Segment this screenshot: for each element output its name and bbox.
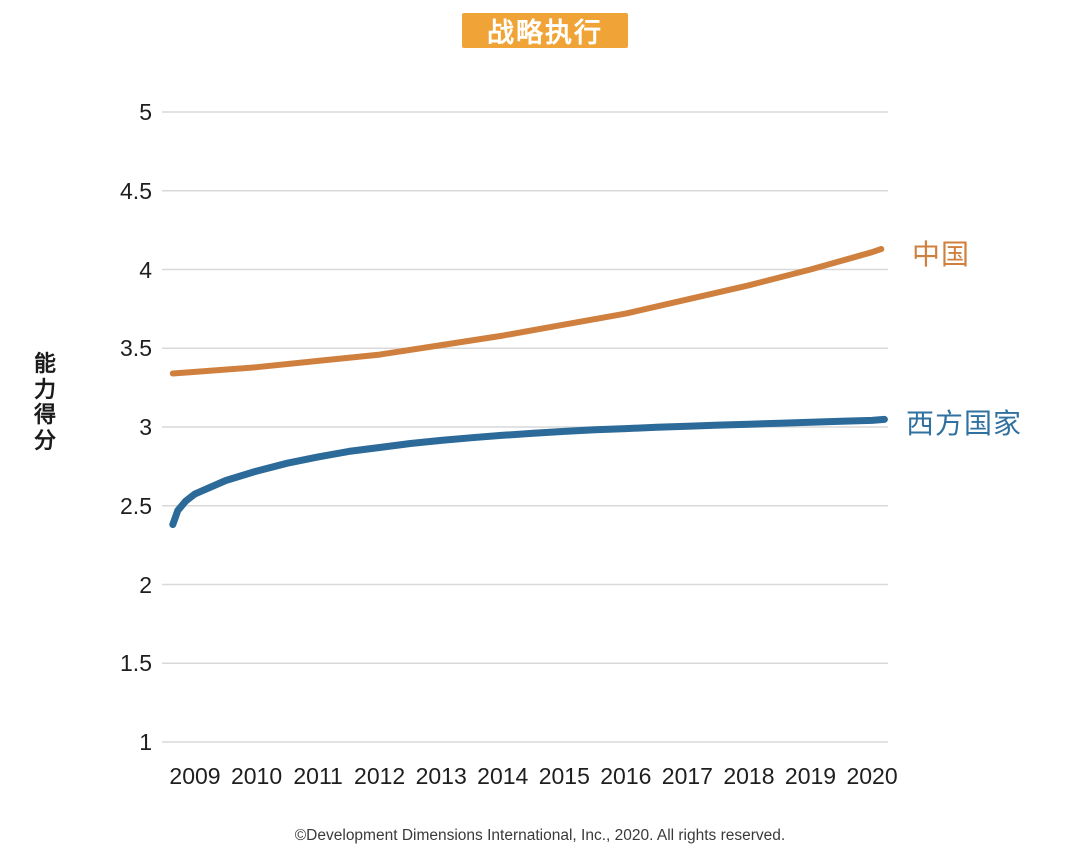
y-tick-label: 3	[139, 414, 152, 440]
x-tick-label: 2017	[661, 763, 713, 789]
y-tick-label: 1	[139, 729, 152, 755]
x-tick-label: 2019	[784, 763, 837, 789]
x-tick-label: 2012	[354, 763, 406, 789]
series-label-western-countries: 西方国家	[906, 408, 1023, 439]
x-tick-label: 2016	[600, 763, 652, 789]
y-axis-title: 能力得分	[33, 351, 56, 453]
x-tick-label: 2011	[293, 763, 343, 789]
y-tick-label: 1.5	[120, 650, 152, 677]
series-line-western-countries	[169, 415, 888, 529]
series-label-china: 中国	[912, 239, 971, 270]
y-tick-label: 3.5	[120, 335, 152, 362]
copyright-text: ©Development Dimensions International, I…	[294, 827, 786, 844]
x-tick-label: 2009	[169, 763, 221, 789]
series-line-china	[169, 246, 885, 377]
x-tick-label: 2018	[723, 763, 775, 789]
y-tick-label: 2.5	[120, 492, 152, 519]
x-tick-label: 2020	[846, 763, 898, 789]
y-tick-label: 4.5	[120, 177, 152, 204]
x-tick-label: 2015	[538, 763, 590, 789]
x-tick-label: 2014	[477, 763, 529, 789]
y-tick-label: 4	[139, 256, 152, 283]
y-tick-label: 5	[139, 99, 152, 125]
chart-title-badge: 战略执行	[462, 13, 628, 48]
y-tick-label: 2	[139, 571, 152, 598]
x-tick-label: 2010	[230, 763, 283, 789]
x-tick-label: 2013	[415, 763, 467, 789]
